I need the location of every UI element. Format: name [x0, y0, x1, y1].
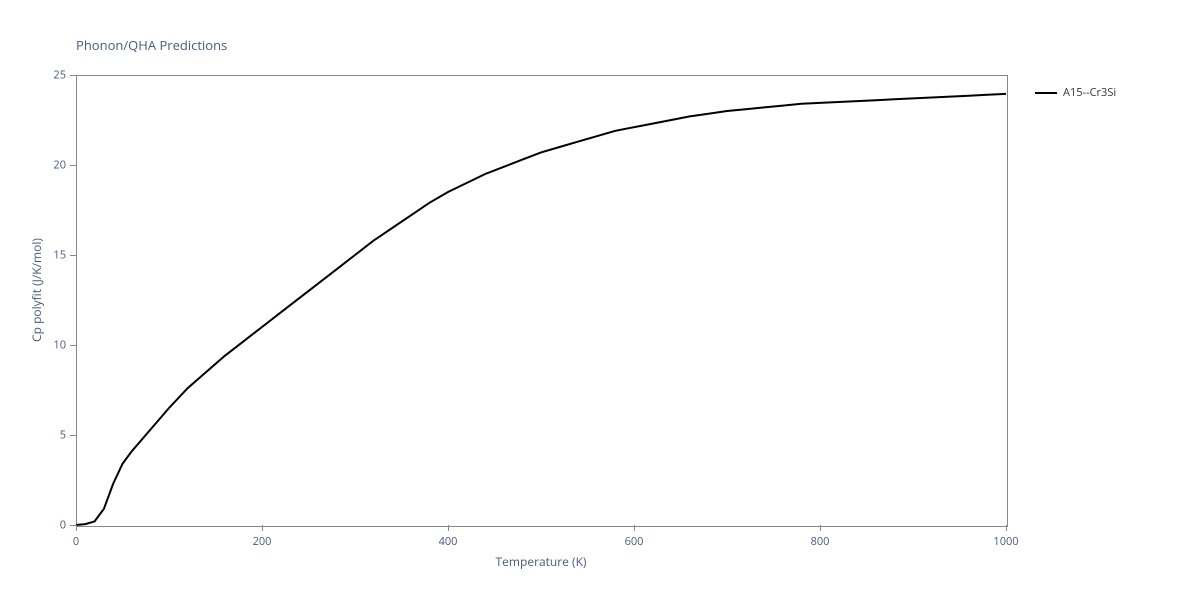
y-tick-label: 0: [48, 518, 66, 533]
x-tick-label: 0: [73, 534, 79, 549]
y-tick-label: 10: [48, 338, 66, 353]
x-tick-label: 400: [439, 534, 458, 549]
y-tick-mark: [70, 255, 76, 256]
y-tick-label: 5: [48, 428, 66, 443]
x-tick-label: 600: [625, 534, 644, 549]
y-tick-mark: [70, 525, 76, 526]
x-tick-mark: [1006, 525, 1007, 531]
y-tick-label: 15: [48, 248, 66, 263]
y-tick-label: 25: [48, 68, 66, 83]
x-tick-label: 1000: [993, 534, 1018, 549]
x-tick-label: 200: [253, 534, 272, 549]
x-tick-label: 800: [811, 534, 830, 549]
x-tick-mark: [634, 525, 635, 531]
y-tick-label: 20: [48, 158, 66, 173]
x-tick-mark: [448, 525, 449, 531]
y-tick-mark: [70, 75, 76, 76]
legend: A15--Cr3Si: [1035, 85, 1116, 100]
y-tick-mark: [70, 165, 76, 166]
legend-series-label: A15--Cr3Si: [1063, 85, 1116, 100]
x-axis-label: Temperature (K): [481, 553, 601, 570]
chart-container: Phonon/QHA Predictions Temperature (K) C…: [0, 0, 1200, 600]
x-tick-mark: [262, 525, 263, 531]
y-tick-mark: [70, 435, 76, 436]
x-tick-mark: [76, 525, 77, 531]
series-path-a15-cr3si: [76, 94, 1006, 525]
x-tick-mark: [820, 525, 821, 531]
line-series-svg: [0, 0, 1200, 600]
y-axis-label: Cp polyfit (J/K/mol): [28, 220, 45, 360]
y-tick-mark: [70, 345, 76, 346]
legend-line-icon: [1035, 92, 1057, 94]
